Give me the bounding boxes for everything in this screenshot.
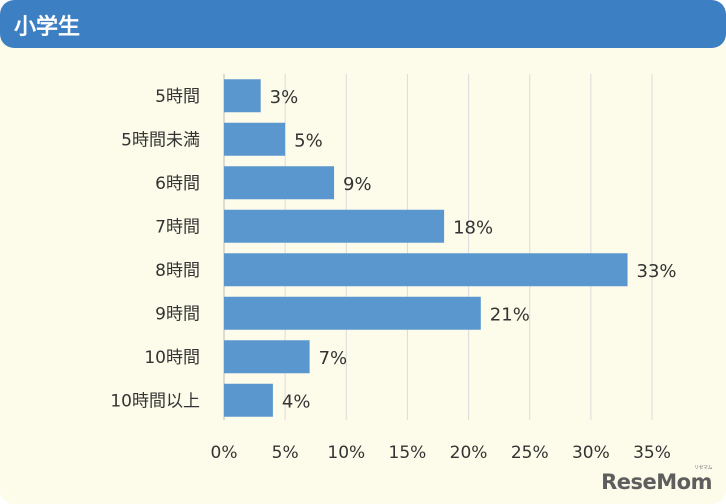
data-label: 3% bbox=[270, 87, 299, 108]
bar bbox=[224, 122, 286, 156]
bar bbox=[224, 383, 273, 417]
logo-text: ReseMom bbox=[601, 470, 712, 494]
x-tick-label: 15% bbox=[389, 443, 427, 463]
category-label: 6時間 bbox=[155, 174, 200, 194]
category-label: 9時間 bbox=[155, 304, 200, 324]
data-label: 21% bbox=[490, 304, 530, 325]
x-tick-label: 30% bbox=[572, 443, 610, 463]
bar bbox=[224, 296, 481, 330]
resemom-logo: ReseMom リセマム bbox=[601, 465, 712, 494]
data-label: 5% bbox=[294, 130, 323, 151]
data-label: 9% bbox=[343, 174, 372, 195]
bar bbox=[224, 166, 335, 200]
logo-subtext: リセマム bbox=[693, 465, 713, 471]
category-label: 5時間 bbox=[155, 87, 200, 107]
bar bbox=[224, 79, 261, 113]
x-tick-label: 10% bbox=[327, 443, 365, 463]
x-tick-label: 5% bbox=[272, 443, 299, 463]
data-label: 7% bbox=[319, 348, 348, 369]
category-label: 8時間 bbox=[155, 261, 200, 281]
x-tick-label: 20% bbox=[450, 443, 488, 463]
data-label: 18% bbox=[453, 217, 493, 238]
category-label: 10時間以上 bbox=[110, 391, 200, 411]
category-label: 10時間 bbox=[144, 348, 200, 368]
data-label: 33% bbox=[637, 261, 677, 282]
x-tick-label: 0% bbox=[211, 443, 238, 463]
chart-header-title: 小学生 bbox=[14, 15, 81, 40]
data-label: 4% bbox=[282, 391, 311, 412]
chart-header: 小学生 bbox=[0, 0, 726, 48]
bar bbox=[224, 253, 628, 287]
x-tick-label: 35% bbox=[633, 443, 671, 463]
x-tick-label: 25% bbox=[511, 443, 549, 463]
bar bbox=[224, 340, 310, 374]
bar bbox=[224, 209, 445, 243]
category-label: 5時間未満 bbox=[121, 130, 200, 150]
category-label: 7時間 bbox=[155, 217, 200, 237]
